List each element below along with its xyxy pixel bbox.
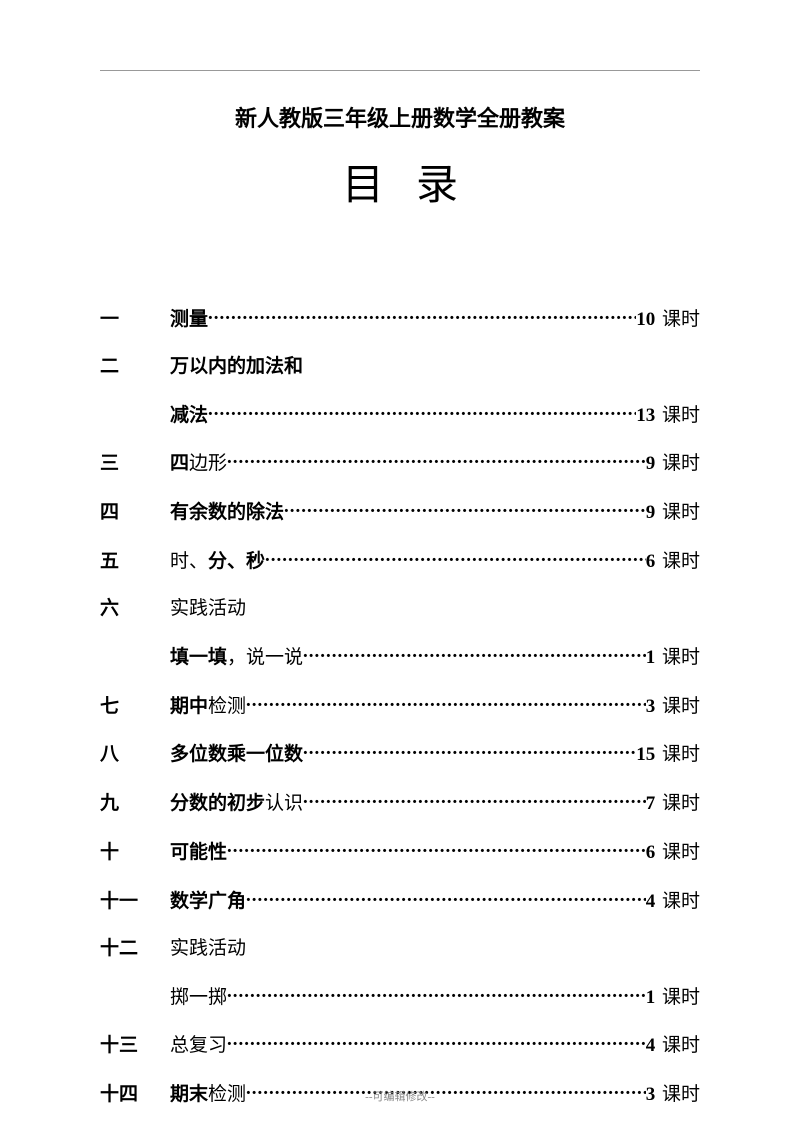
toc-label: 减法 — [170, 400, 208, 427]
header-rule — [100, 70, 700, 71]
toc-hours: 7 课时 — [646, 788, 700, 815]
toc-body: 万以内的加法和减法 13 课时 — [170, 351, 700, 427]
toc-line: 掷一掷 1 课时 — [170, 980, 700, 1009]
toc-row: 六实践活动填一填，说一说 1 课时 — [100, 593, 700, 669]
toc-line: 可能性 6 课时 — [170, 835, 700, 864]
toc-number: 十二 — [100, 933, 170, 960]
toc-list: 一测量10 课时二万以内的加法和减法13 课时三四边形9 课时四有余数的除法9 … — [100, 302, 700, 1106]
toc-body: 期中检测 3 课时 — [170, 689, 700, 718]
footer-text: --可编辑修改-- — [0, 1088, 800, 1104]
toc-label: 四边形 — [170, 448, 227, 475]
toc-line: 多位数乘一位数 15 课时 — [170, 738, 700, 767]
toc-title: 目录 — [100, 151, 700, 212]
toc-body: 实践活动填一填，说一说 1 课时 — [170, 593, 700, 669]
toc-leader-dots — [246, 884, 646, 907]
toc-number: 一 — [100, 304, 170, 331]
toc-body: 多位数乘一位数 15 课时 — [170, 738, 700, 767]
page-title: 新人教版三年级上册数学全册教案 — [100, 101, 700, 133]
toc-leader-dots — [227, 447, 646, 470]
toc-line: 数学广角 4 课时 — [170, 884, 700, 913]
toc-number: 九 — [100, 788, 170, 815]
toc-preline: 实践活动 — [170, 933, 700, 960]
toc-leader-dots — [227, 1029, 646, 1052]
toc-number: 四 — [100, 497, 170, 524]
toc-number: 六 — [100, 593, 170, 620]
toc-hours: 9 课时 — [646, 497, 700, 524]
toc-leader-dots — [303, 786, 646, 809]
toc-number: 八 — [100, 739, 170, 766]
toc-line: 有余数的除法 9 课时 — [170, 495, 700, 524]
toc-number: 三 — [100, 448, 170, 475]
toc-hours: 10 课时 — [636, 304, 700, 331]
toc-number: 十一 — [100, 886, 170, 913]
toc-label: 总复习 — [170, 1030, 227, 1057]
toc-hours: 9 课时 — [646, 448, 700, 475]
toc-number: 二 — [100, 351, 170, 378]
toc-label: 有余数的除法 — [170, 497, 284, 524]
toc-body: 分数的初步认识 7 课时 — [170, 786, 700, 815]
toc-leader-dots — [227, 980, 646, 1003]
toc-hours: 3 课时 — [646, 691, 700, 718]
toc-body: 可能性 6 课时 — [170, 835, 700, 864]
toc-body: 总复习 4 课时 — [170, 1029, 700, 1058]
toc-line: 减法 13 课时 — [170, 398, 700, 427]
toc-label: 多位数乘一位数 — [170, 739, 303, 766]
toc-leader-dots — [208, 398, 636, 421]
toc-body: 四边形 9 课时 — [170, 447, 700, 476]
toc-hours: 1 课时 — [646, 982, 700, 1009]
toc-row: 一测量 10 课时 — [100, 302, 700, 331]
toc-body: 数学广角 4 课时 — [170, 884, 700, 913]
toc-label: 测量 — [170, 304, 208, 331]
toc-leader-dots — [227, 835, 646, 858]
toc-label: 期中检测 — [170, 691, 246, 718]
toc-leader-dots — [303, 640, 646, 663]
toc-body: 时、分、秒 6 课时 — [170, 544, 700, 573]
toc-row: 二万以内的加法和减法 13 课时 — [100, 351, 700, 427]
toc-row: 十二实践活动掷一掷 1 课时 — [100, 933, 700, 1009]
toc-hours: 6 课时 — [646, 837, 700, 864]
toc-row: 三四边形 9 课时 — [100, 447, 700, 476]
toc-line: 时、分、秒 6 课时 — [170, 544, 700, 573]
toc-row: 八多位数乘一位数 15 课时 — [100, 738, 700, 767]
toc-number: 十 — [100, 837, 170, 864]
toc-hours: 1 课时 — [646, 642, 700, 669]
toc-hours: 13 课时 — [636, 400, 700, 427]
toc-row: 五时、分、秒 6 课时 — [100, 544, 700, 573]
toc-row: 十三总复习 4 课时 — [100, 1029, 700, 1058]
toc-line: 期中检测 3 课时 — [170, 689, 700, 718]
toc-preline: 万以内的加法和 — [170, 351, 700, 378]
toc-row: 七期中检测 3 课时 — [100, 689, 700, 718]
toc-hours: 4 课时 — [646, 886, 700, 913]
toc-leader-dots — [246, 689, 646, 712]
toc-hours: 15 课时 — [636, 739, 700, 766]
toc-row: 十一数学广角 4 课时 — [100, 884, 700, 913]
toc-body: 测量 10 课时 — [170, 302, 700, 331]
toc-number: 五 — [100, 546, 170, 573]
toc-number: 七 — [100, 691, 170, 718]
toc-leader-dots — [284, 495, 646, 518]
toc-row: 四有余数的除法 9 课时 — [100, 495, 700, 524]
toc-label: 时、分、秒 — [170, 546, 265, 573]
toc-line: 总复习 4 课时 — [170, 1029, 700, 1058]
toc-body: 实践活动掷一掷 1 课时 — [170, 933, 700, 1009]
toc-line: 分数的初步认识 7 课时 — [170, 786, 700, 815]
toc-label: 填一填，说一说 — [170, 642, 303, 669]
toc-row: 十可能性 6 课时 — [100, 835, 700, 864]
toc-leader-dots — [265, 544, 646, 567]
toc-leader-dots — [208, 302, 636, 325]
toc-line: 测量 10 课时 — [170, 302, 700, 331]
toc-label: 掷一掷 — [170, 982, 227, 1009]
toc-hours: 4 课时 — [646, 1030, 700, 1057]
toc-hours: 6 课时 — [646, 546, 700, 573]
toc-line: 填一填，说一说 1 课时 — [170, 640, 700, 669]
toc-leader-dots — [303, 738, 636, 761]
toc-number: 十三 — [100, 1030, 170, 1057]
toc-body: 有余数的除法 9 课时 — [170, 495, 700, 524]
toc-row: 九分数的初步认识 7 课时 — [100, 786, 700, 815]
toc-label: 数学广角 — [170, 886, 246, 913]
toc-label: 可能性 — [170, 837, 227, 864]
toc-line: 四边形 9 课时 — [170, 447, 700, 476]
toc-preline: 实践活动 — [170, 593, 700, 620]
toc-label: 分数的初步认识 — [170, 788, 303, 815]
